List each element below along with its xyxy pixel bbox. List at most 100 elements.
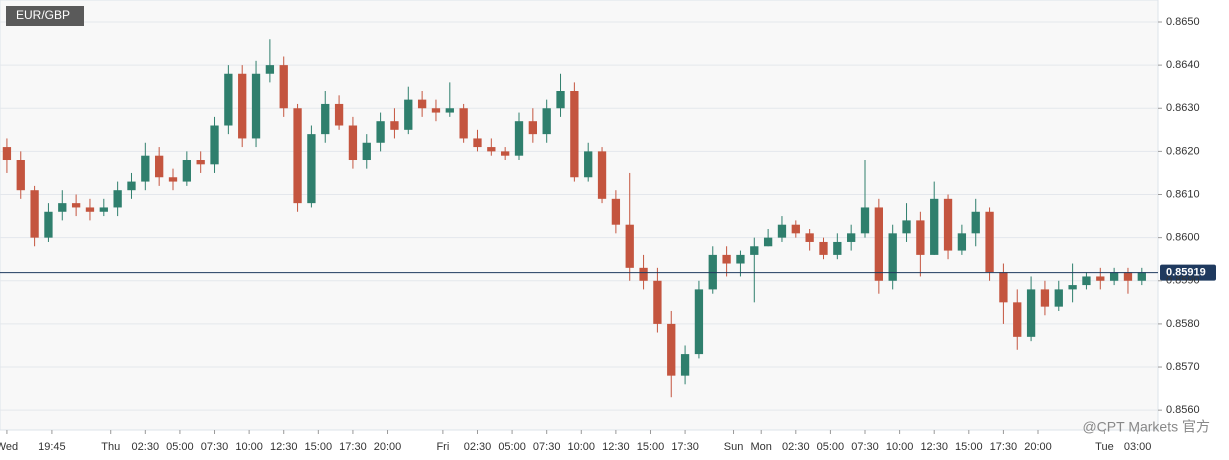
candle-body: [1013, 302, 1022, 337]
candle-body: [224, 73, 233, 126]
candle-body: [722, 254, 731, 264]
candle-body: [168, 177, 178, 182]
candle-body: [791, 224, 800, 234]
y-tick-label: 0.8620: [1166, 145, 1200, 157]
plot-area: [0, 0, 1159, 431]
candle-body: [1123, 272, 1133, 281]
candle-body: [584, 151, 593, 178]
x-tick-label: 17:30: [990, 441, 1018, 453]
candle-body: [2, 147, 12, 161]
last-price-label: 0.85919: [1166, 266, 1206, 278]
y-tick-label: 0.8560: [1166, 404, 1200, 416]
candle-body: [874, 207, 883, 281]
watermark: @CPT Markets 官方: [1082, 419, 1210, 435]
candle-body: [570, 91, 579, 178]
candle-body: [847, 233, 856, 242]
x-tick-label: 07:30: [201, 441, 229, 453]
candle-body: [44, 211, 53, 238]
candle-body: [307, 134, 316, 204]
candle-body: [1068, 285, 1077, 290]
candle-body: [971, 211, 980, 234]
y-tick-label: 0.8600: [1166, 232, 1200, 244]
y-tick-label: 0.8590: [1166, 275, 1200, 287]
candle-body: [265, 65, 275, 74]
candle-body: [501, 151, 510, 156]
candle-body: [334, 103, 344, 126]
candle-body: [1054, 289, 1063, 307]
candle-body: [71, 203, 81, 208]
candle-body: [1082, 276, 1091, 286]
candle-body: [611, 198, 621, 225]
x-tick-label: 07:30: [851, 441, 879, 453]
candle-body: [694, 289, 704, 355]
candle-body: [155, 155, 164, 178]
x-tick-label: Fri: [436, 441, 449, 453]
y-tick-label: 0.8570: [1166, 361, 1200, 373]
candle-body: [957, 233, 967, 251]
candle-body: [542, 108, 551, 135]
candle-body: [30, 190, 39, 238]
candle-body: [763, 237, 773, 247]
candle-body: [750, 246, 759, 255]
candle-body: [99, 207, 108, 212]
x-tick-label: 12:30: [920, 441, 948, 453]
x-tick-label: 12:30: [270, 441, 298, 453]
candle-body: [459, 108, 468, 139]
candle-body: [1026, 289, 1036, 337]
candle-body: [85, 207, 95, 212]
x-tick-label: 19:45: [38, 441, 66, 453]
candle-body: [1137, 272, 1146, 281]
candle-body: [667, 323, 676, 376]
candle-body: [985, 211, 994, 273]
y-tick-label: 0.8630: [1166, 102, 1200, 114]
title-badge: [6, 6, 84, 26]
candle-body: [1109, 272, 1119, 281]
candle-body: [930, 198, 939, 255]
x-tick-label: 02:30: [464, 441, 492, 453]
candle-body: [777, 224, 787, 238]
x-tick-label: 20:00: [1024, 441, 1052, 453]
x-tick-label: Sun: [724, 441, 744, 453]
x-tick-label: 15:00: [637, 441, 665, 453]
chart-title: EUR/GBP: [16, 8, 70, 22]
candle-body: [902, 220, 911, 234]
candle-body: [445, 108, 454, 113]
candle-body: [473, 138, 482, 148]
candle-body: [417, 99, 427, 109]
x-tick-label: 10:00: [568, 441, 596, 453]
candle-body: [238, 73, 247, 139]
candle-body: [597, 151, 607, 199]
x-tick-label: Tue: [1095, 441, 1114, 453]
x-tick-label: 20:00: [374, 441, 402, 453]
candle-body: [556, 91, 565, 109]
candle-body: [805, 233, 814, 242]
y-tick-label: 0.8610: [1166, 188, 1200, 200]
candle-body: [888, 233, 897, 281]
x-tick-label: 15:00: [955, 441, 983, 453]
x-tick-label: 10:00: [235, 441, 263, 453]
candle-body: [58, 203, 67, 212]
candle-body: [833, 241, 842, 255]
x-tick-label: 05:00: [817, 441, 845, 453]
candle-body: [293, 108, 302, 204]
candle-body: [860, 207, 870, 234]
candle-body: [113, 190, 122, 208]
candle-body: [999, 272, 1008, 303]
y-tick-label: 0.8650: [1166, 16, 1200, 28]
x-tick-label: 17:30: [339, 441, 367, 453]
candle-body: [514, 121, 524, 156]
y-tick-label: 0.8580: [1166, 318, 1200, 330]
candle-body: [321, 103, 330, 135]
candle-body: [127, 181, 136, 191]
candle-body: [625, 224, 634, 268]
candle-body: [376, 121, 385, 143]
candle-body: [943, 198, 953, 251]
candle-body: [819, 241, 828, 255]
candle-body: [348, 125, 358, 161]
x-tick-label: 03:00: [1124, 441, 1152, 453]
candle-body: [251, 73, 261, 139]
candle-body: [141, 155, 150, 182]
candle-body: [210, 125, 219, 165]
candle-body: [279, 65, 288, 109]
candle-body: [1040, 289, 1050, 307]
